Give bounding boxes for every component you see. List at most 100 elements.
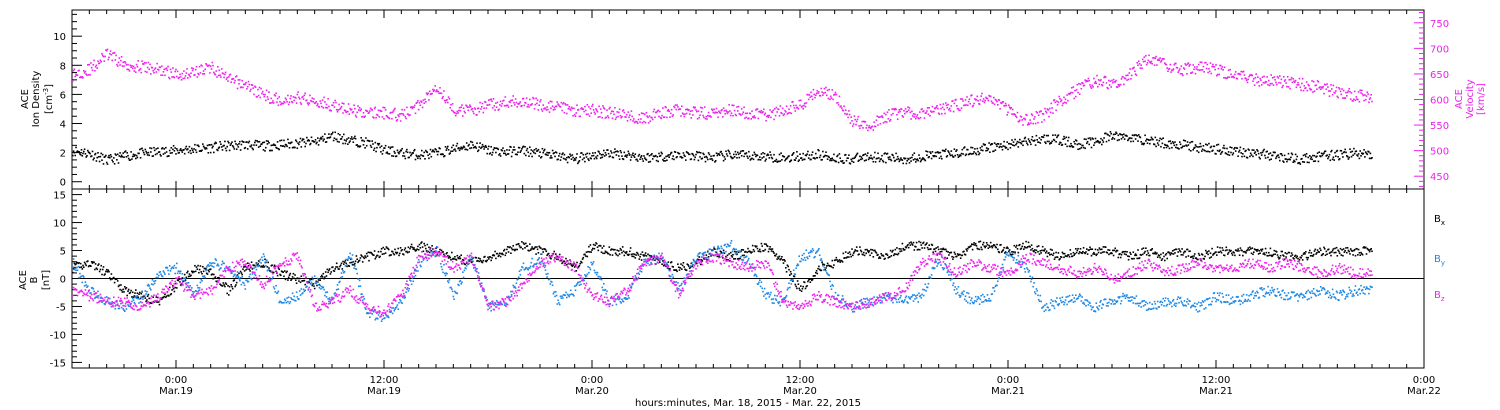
- data-point: [1085, 138, 1087, 141]
- data-point: [732, 253, 734, 256]
- data-point: [1053, 139, 1056, 142]
- data-point: [1079, 143, 1082, 146]
- data-point: [120, 59, 122, 62]
- data-point: [904, 112, 906, 115]
- data-point: [1360, 155, 1362, 157]
- data-point: [1371, 157, 1373, 159]
- data-point: [373, 254, 375, 256]
- data-point: [266, 143, 269, 145]
- data-point: [993, 96, 995, 99]
- data-point: [659, 261, 661, 264]
- data-point: [1324, 84, 1327, 86]
- data-point: [319, 138, 321, 140]
- data-point: [1086, 80, 1089, 82]
- data-point: [442, 96, 444, 98]
- data-point: [957, 156, 960, 158]
- data-point: [421, 106, 424, 109]
- data-point: [559, 106, 562, 108]
- data-point: [896, 155, 899, 158]
- data-point: [208, 270, 210, 273]
- data-point: [155, 148, 158, 150]
- data-point: [187, 77, 189, 79]
- data-point: [325, 275, 328, 277]
- data-point: [1085, 80, 1087, 83]
- data-point: [1355, 150, 1358, 152]
- data-point: [429, 148, 432, 151]
- data-point: [692, 114, 694, 116]
- data-point: [122, 288, 124, 291]
- data-point: [921, 158, 923, 160]
- data-point: [478, 110, 481, 113]
- data-point: [394, 107, 396, 110]
- data-point: [1207, 71, 1209, 74]
- data-point: [601, 247, 604, 249]
- data-point: [849, 162, 852, 165]
- data-point: [729, 152, 731, 155]
- data-point: [647, 161, 650, 163]
- data-point: [1312, 160, 1315, 163]
- data-point: [465, 105, 468, 107]
- data-point: [618, 111, 620, 114]
- data-point: [570, 106, 573, 109]
- data-point: [554, 155, 556, 158]
- data-point: [656, 110, 659, 112]
- data-point: [939, 103, 942, 106]
- data-point: [488, 153, 491, 155]
- data-point: [354, 114, 357, 117]
- data-point: [75, 263, 77, 265]
- data-point: [584, 105, 586, 108]
- data-point: [1026, 143, 1029, 146]
- data-point: [688, 109, 690, 111]
- data-point: [847, 116, 849, 119]
- data-point: [379, 146, 381, 149]
- data-point: [1162, 137, 1164, 139]
- data-point: [594, 113, 596, 115]
- data-point: [668, 110, 670, 112]
- data-point: [503, 248, 506, 251]
- data-point: [766, 245, 769, 248]
- data-point: [1194, 144, 1197, 146]
- data-point: [295, 139, 297, 141]
- data-point: [172, 287, 175, 290]
- data-point: [1069, 92, 1072, 95]
- data-point: [897, 252, 900, 255]
- data-point: [309, 143, 311, 146]
- data-point: [503, 150, 506, 152]
- data-point: [525, 149, 528, 152]
- data-point: [335, 138, 338, 141]
- data-point: [202, 70, 205, 72]
- data-point: [534, 103, 537, 106]
- data-point: [844, 257, 846, 259]
- data-point: [1142, 60, 1145, 63]
- data-point: [1318, 151, 1320, 153]
- data-point: [1232, 152, 1235, 154]
- data-point: [1006, 141, 1008, 143]
- data-point: [549, 157, 552, 159]
- data-point: [1222, 69, 1224, 71]
- data-point: [628, 116, 630, 119]
- data-point: [973, 102, 975, 105]
- data-point: [397, 151, 399, 154]
- data-point: [853, 115, 856, 117]
- data-point: [733, 104, 735, 107]
- data-point: [817, 267, 819, 270]
- data-point: [731, 104, 734, 106]
- data-point: [937, 151, 939, 153]
- data-point: [923, 247, 926, 249]
- data-point: [900, 248, 902, 250]
- data-point: [490, 259, 492, 262]
- data-point: [90, 155, 93, 157]
- data-point: [213, 273, 215, 276]
- data-point: [1061, 251, 1064, 254]
- data-point: [1045, 134, 1048, 137]
- data-point: [1056, 136, 1058, 139]
- data-point: [1364, 98, 1367, 101]
- data-point: [1282, 84, 1284, 87]
- data-point: [371, 140, 373, 142]
- data-point: [672, 155, 674, 157]
- data-point: [832, 98, 834, 101]
- data-point: [196, 268, 199, 270]
- data-point: [391, 155, 393, 157]
- data-point: [568, 106, 570, 108]
